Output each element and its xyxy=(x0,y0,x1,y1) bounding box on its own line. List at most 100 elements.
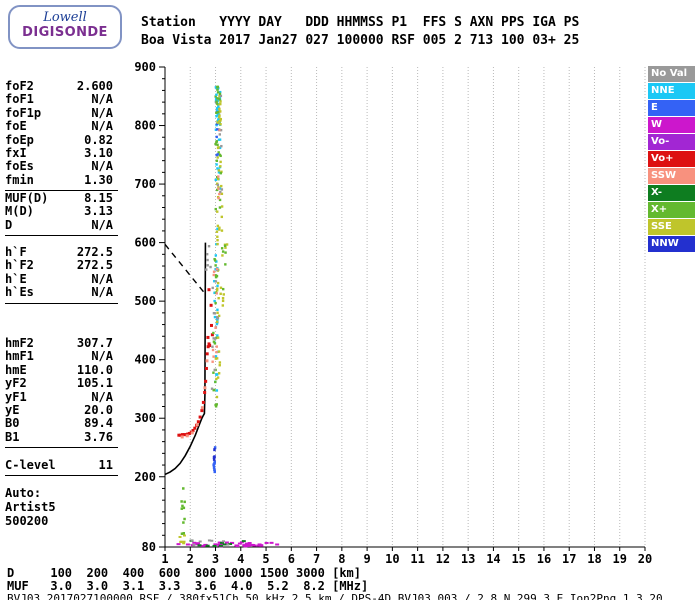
param-label: h`Es xyxy=(5,285,34,300)
svg-text:6: 6 xyxy=(288,552,295,566)
file-info-line: BVJ03_2017027100000.RSF / 380fx51Ch 50 k… xyxy=(7,592,663,600)
param-value: N/A xyxy=(91,285,113,300)
muf-row: MUF 3.0 3.0 3.1 3.3 3.6 4.0 5.2 8.2 [MHz… xyxy=(7,579,369,593)
param-group: C-level 11 xyxy=(5,458,118,477)
param-label: C-level xyxy=(5,458,56,472)
grid-layer xyxy=(164,67,646,547)
svg-text:80: 80 xyxy=(142,540,156,554)
param-row: hmE 110.0 xyxy=(5,362,118,377)
svg-text:8: 8 xyxy=(338,552,345,566)
param-label: yE xyxy=(5,402,20,417)
svg-text:4: 4 xyxy=(237,552,244,566)
param-row: h`F 272.5 xyxy=(5,245,118,259)
param-label: yF1 xyxy=(5,389,27,404)
param-label: fxI xyxy=(5,145,27,160)
svg-text:11: 11 xyxy=(410,552,424,566)
param-row: h`Es N/A xyxy=(5,285,118,300)
svg-text:17: 17 xyxy=(562,552,576,566)
param-value: 3.13 xyxy=(84,204,113,219)
auto-scaler-line: 500200 xyxy=(5,514,49,528)
svg-text:800: 800 xyxy=(134,119,156,133)
param-value: N/A xyxy=(91,159,113,174)
param-row: B0 89.4 xyxy=(5,416,118,431)
param-label: foF1p xyxy=(5,105,42,120)
param-value: 20.0 xyxy=(84,402,113,417)
legend-item-nne: NNE xyxy=(648,83,695,99)
legend-item-x+: X+ xyxy=(648,202,695,218)
svg-text:600: 600 xyxy=(134,236,156,250)
param-label: foEs xyxy=(5,159,34,174)
param-value: 11 xyxy=(98,458,113,472)
param-label: M(D) xyxy=(5,204,34,219)
auto-scaler-line: Auto: xyxy=(5,486,42,500)
svg-text:400: 400 xyxy=(134,353,156,367)
param-value: 2.600 xyxy=(76,79,113,93)
param-row: foF2 2.600 xyxy=(5,79,118,93)
svg-text:900: 900 xyxy=(134,60,156,74)
lowell-digisonde-logo: Lowell DIGISONDE xyxy=(8,5,122,49)
svg-text:14: 14 xyxy=(486,552,500,566)
param-label: fmin xyxy=(5,172,34,187)
param-value: 89.4 xyxy=(84,416,113,431)
param-group: h`F 272.5 h`F2 272.5 h`E N/A h`Es N/A xyxy=(5,245,118,304)
svg-text:10: 10 xyxy=(385,552,399,566)
param-row: foF1 N/A xyxy=(5,92,118,106)
param-label: yF2 xyxy=(5,376,27,391)
param-value: 3.10 xyxy=(84,145,113,160)
param-value: 3.76 xyxy=(84,429,113,444)
param-label: hmF2 xyxy=(5,336,34,350)
svg-text:20: 20 xyxy=(638,552,652,566)
param-group: foF2 2.600 foF1 N/A foF1p N/A foE N/A foEp 0.82 fx… xyxy=(5,79,118,192)
param-group: MUF(D) 8.15 M(D) 3.13 D N/A xyxy=(5,191,118,237)
density-profile-line xyxy=(164,242,207,476)
param-row: B1 3.76 xyxy=(5,429,118,444)
param-value: N/A xyxy=(91,389,113,404)
param-row: yF2 105.1 xyxy=(5,376,118,391)
svg-text:300: 300 xyxy=(134,411,156,425)
param-value: N/A xyxy=(91,119,113,134)
legend-item-no-val: No Val xyxy=(648,66,695,82)
svg-text:18: 18 xyxy=(587,552,601,566)
param-value: N/A xyxy=(91,271,113,286)
param-label: hmF1 xyxy=(5,349,34,364)
station-header-values: Boa Vista 2017 Jan27 027 100000 RSF 005 … xyxy=(141,33,580,48)
distance-row: D 100 200 400 600 800 1000 1500 3000 [km… xyxy=(7,566,362,580)
param-value: 1.30 xyxy=(84,172,113,187)
param-label: foF2 xyxy=(5,79,34,93)
param-label: foEp xyxy=(5,132,34,147)
svg-text:700: 700 xyxy=(134,177,156,191)
param-value: 272.5 xyxy=(76,245,113,259)
scaler-dashed-line xyxy=(164,243,206,294)
legend-item-x-: X- xyxy=(648,185,695,201)
scatter-layer xyxy=(176,85,280,548)
axis-layer: 1 2 3 4 5 6 7 8 9 10 11 12 13 14 15 16 17 18 19 20900800700… xyxy=(134,60,652,566)
svg-text:5: 5 xyxy=(262,552,269,566)
svg-text:16: 16 xyxy=(537,552,551,566)
param-label: MUF(D) xyxy=(5,191,49,205)
param-value: 272.5 xyxy=(76,258,113,273)
param-row: fmin 1.30 xyxy=(5,172,118,187)
param-row: yE 20.0 xyxy=(5,402,118,417)
param-label: B0 xyxy=(5,416,20,431)
svg-text:3: 3 xyxy=(212,552,219,566)
param-value: 105.1 xyxy=(76,376,113,391)
param-label: h`E xyxy=(5,271,27,286)
logo-digisonde-text: DIGISONDE xyxy=(22,25,108,40)
legend-item-vo+: Vo+ xyxy=(648,151,695,167)
param-row: C-level 11 xyxy=(5,458,118,472)
param-value: N/A xyxy=(91,349,113,364)
param-value: 110.0 xyxy=(76,362,113,377)
param-row: fxI 3.10 xyxy=(5,145,118,160)
param-label: hmE xyxy=(5,362,27,377)
param-label: h`F2 xyxy=(5,258,34,273)
param-row: foEs N/A xyxy=(5,159,118,174)
param-row: MUF(D) 8.15 xyxy=(5,191,118,205)
param-row: hmF2 307.7 xyxy=(5,336,118,350)
param-label: foE xyxy=(5,119,27,134)
param-label: D xyxy=(5,217,13,232)
svg-text:13: 13 xyxy=(461,552,475,566)
param-value: 307.7 xyxy=(76,336,113,350)
profile-layer xyxy=(164,242,207,476)
